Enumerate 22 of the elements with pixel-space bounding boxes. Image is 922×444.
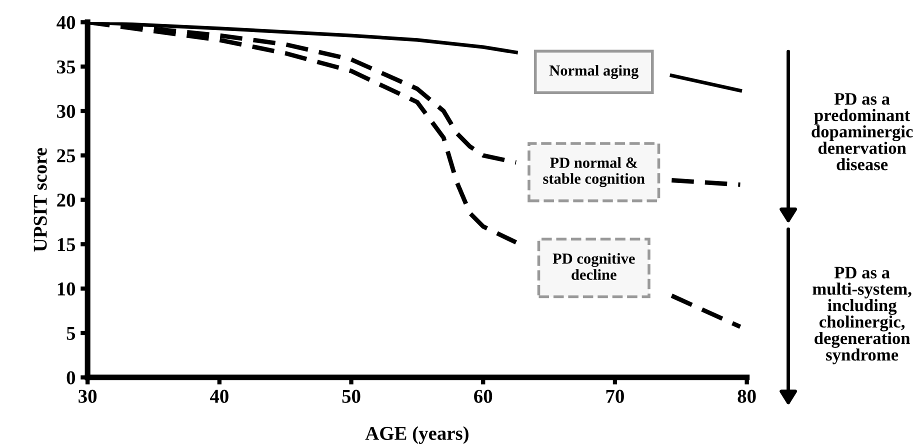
y-tick-label: 20 [57,194,76,207]
text: PD as a multi-system, including cholinergic, degeneration syndrome [812,266,912,364]
x-tick-label: 60 [474,390,492,403]
y-tick-label: 35 [57,60,76,74]
x-axis-title: AGE (years) [365,426,468,444]
x-tick-label: 40 [210,390,228,403]
y-tick-label: 30 [57,104,76,118]
annotation: PD normal & stable cognition [543,157,645,188]
x-tick-label: 30 [78,390,97,403]
y-tick-label: 15 [58,238,76,252]
y-axis-title: UPSIT score [34,148,47,252]
text: PD as a predominant dopaminergic denervation disease [812,93,913,170]
y-tick-label: 0 [66,371,76,384]
x-tick-label: 80 [738,390,756,403]
y-tick-label: 10 [58,282,76,296]
x-tick-label: 50 [342,390,360,403]
x-tick-label: 70 [606,390,624,403]
y-tick-label: 5 [66,327,76,340]
annotation: PD cognitive decline [552,253,635,280]
y-tick-label: 25 [57,149,76,162]
annotation: Normal aging [549,64,638,79]
y-tick-label: 40 [56,16,76,30]
